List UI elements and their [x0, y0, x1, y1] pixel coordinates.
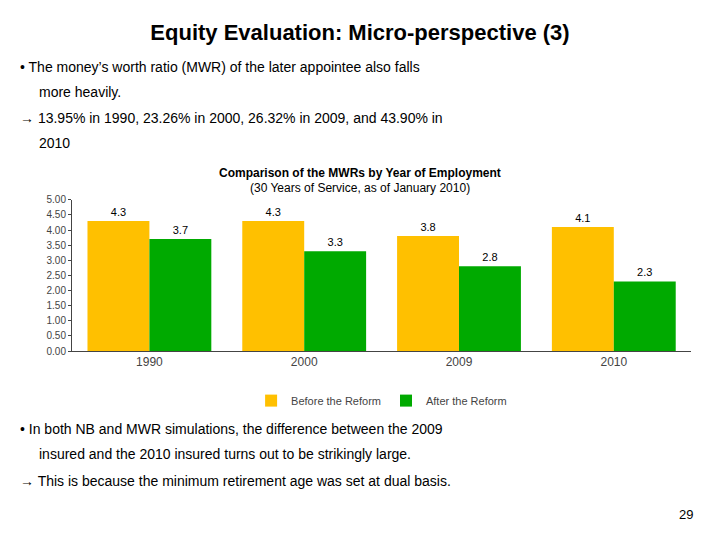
- svg-text:(30 Years of Service, as of Ja: (30 Years of Service, as of January 2010…: [250, 181, 470, 195]
- svg-text:• In both NB and MWR simulatio: • In both NB and MWR simulations, the di…: [20, 421, 443, 437]
- svg-text:0.50: 0.50: [47, 330, 67, 341]
- svg-text:5.00: 5.00: [47, 194, 67, 205]
- svg-text:0.00: 0.00: [47, 346, 67, 357]
- svg-text:3.8: 3.8: [420, 221, 435, 233]
- svg-text:→ This is because the minimum: → This is because the minimum retirement…: [20, 473, 451, 489]
- svg-text:1.50: 1.50: [47, 300, 67, 311]
- svg-text:4.1: 4.1: [575, 212, 590, 224]
- svg-text:Before the Reform: Before the Reform: [291, 395, 381, 407]
- svg-text:2009: 2009: [446, 355, 473, 369]
- svg-text:2.00: 2.00: [47, 285, 67, 296]
- svg-text:Equity Evaluation: Micro-persp: Equity Evaluation: Micro-perspective (3): [150, 20, 569, 45]
- svg-text:3.00: 3.00: [47, 255, 67, 266]
- svg-text:4.3: 4.3: [266, 206, 281, 218]
- svg-text:insured and the 2010 insured t: insured and the 2010 insured turns out t…: [39, 446, 411, 462]
- svg-text:4.50: 4.50: [47, 209, 67, 220]
- svg-text:1.00: 1.00: [47, 315, 67, 326]
- svg-text:2.8: 2.8: [482, 251, 497, 263]
- svg-text:2000: 2000: [291, 355, 318, 369]
- svg-text:3.3: 3.3: [328, 236, 343, 248]
- svg-text:3.7: 3.7: [173, 224, 188, 236]
- svg-text:more heavily.: more heavily.: [39, 84, 121, 100]
- svg-text:1990: 1990: [136, 355, 163, 369]
- svg-text:→ 13.95% in 1990, 23.26% in 20: → 13.95% in 1990, 23.26% in 2000, 26.32%…: [20, 110, 443, 126]
- svg-text:4.00: 4.00: [47, 225, 67, 236]
- svg-text:29: 29: [679, 507, 693, 522]
- svg-text:After the Reform: After the Reform: [426, 395, 507, 407]
- svg-text:2010: 2010: [600, 355, 627, 369]
- svg-text:2010: 2010: [39, 135, 70, 151]
- svg-text:• The money’s worth ratio (MWR: • The money’s worth ratio (MWR) of the l…: [20, 59, 420, 75]
- svg-text:4.3: 4.3: [111, 206, 126, 218]
- svg-text:2.3: 2.3: [637, 266, 652, 278]
- svg-text:2.50: 2.50: [47, 270, 67, 281]
- svg-text:3.50: 3.50: [47, 240, 67, 251]
- svg-text:Comparison of the MWRs by Year: Comparison of the MWRs by Year of Employ…: [219, 166, 501, 180]
